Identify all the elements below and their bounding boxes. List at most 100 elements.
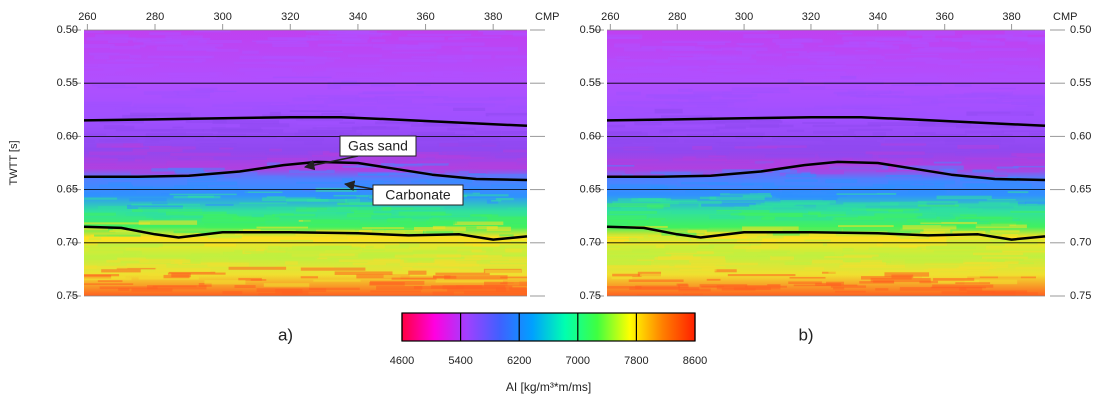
seismic-texture xyxy=(810,170,844,175)
seismic-texture xyxy=(884,53,939,56)
seismic-texture xyxy=(715,74,774,79)
seismic-texture xyxy=(309,287,360,290)
seismic-texture xyxy=(447,127,476,131)
seismic-texture xyxy=(395,44,442,49)
seismic-texture xyxy=(615,56,630,59)
seismic-texture xyxy=(84,266,128,269)
seismic-texture xyxy=(987,198,1016,201)
seismic-texture xyxy=(787,79,804,84)
horizon-line xyxy=(83,225,528,241)
seismic-texture xyxy=(394,161,418,164)
seismic-texture xyxy=(326,206,383,211)
seismic-texture xyxy=(174,170,205,174)
seismic-texture xyxy=(391,277,437,280)
seismic-texture xyxy=(1017,201,1045,205)
seismic-texture xyxy=(679,73,724,77)
seismic-texture xyxy=(1016,101,1045,106)
seismic-texture xyxy=(915,82,942,86)
seismic-texture xyxy=(109,45,141,50)
seismic-texture xyxy=(351,244,366,248)
seismic-texture xyxy=(842,252,889,256)
seismic-texture xyxy=(1004,30,1045,35)
seismic-texture xyxy=(641,45,696,49)
seismic-texture xyxy=(159,295,206,296)
seismic-texture xyxy=(941,291,996,294)
seismic-texture xyxy=(266,162,281,166)
y-tick-label: 0.75 xyxy=(57,290,78,302)
seismic-texture xyxy=(643,166,654,170)
seismic-texture xyxy=(116,267,157,270)
y-tick-label: 0.50 xyxy=(57,24,78,36)
seismic-texture xyxy=(611,162,634,165)
seismic-texture xyxy=(107,253,136,257)
seismic-texture xyxy=(313,279,361,282)
seismic-texture xyxy=(1013,205,1045,209)
seismic-texture xyxy=(930,133,967,136)
seismic-texture xyxy=(380,32,392,36)
seismic-texture xyxy=(498,70,527,73)
seismic-texture xyxy=(826,281,844,286)
seismic-texture xyxy=(130,186,194,191)
seismic-texture xyxy=(902,210,930,213)
seismic-texture xyxy=(207,262,250,267)
seismic-texture xyxy=(822,139,878,142)
seismic-texture xyxy=(939,216,956,220)
seismic-texture xyxy=(165,35,203,40)
seismic-texture xyxy=(145,255,202,260)
seismic-texture xyxy=(609,79,643,83)
seismic-texture xyxy=(258,292,298,296)
seismic-texture xyxy=(687,229,707,233)
seismic-texture xyxy=(1010,110,1035,115)
seismic-texture xyxy=(926,245,986,250)
seismic-texture xyxy=(787,195,847,197)
seismic-texture xyxy=(725,161,792,164)
seismic-texture xyxy=(865,41,928,45)
seismic-texture xyxy=(770,73,826,77)
seismic-texture xyxy=(1021,151,1045,155)
seismic-texture xyxy=(825,85,886,90)
seismic-texture xyxy=(788,281,822,284)
seismic-texture xyxy=(209,71,223,76)
seismic-texture xyxy=(944,139,979,142)
seismic-texture xyxy=(469,186,482,191)
seismic-texture xyxy=(973,72,1009,76)
seismic-texture xyxy=(362,227,405,229)
seismic-texture xyxy=(643,236,702,239)
seismic-texture xyxy=(118,288,130,291)
seismic-texture xyxy=(418,42,485,46)
seismic-texture xyxy=(329,43,355,46)
seismic-texture xyxy=(902,39,940,43)
seismic-texture xyxy=(155,268,211,273)
seismic-texture xyxy=(435,155,471,160)
seismic-texture xyxy=(751,191,793,196)
seismic-texture xyxy=(486,249,506,253)
seismic-texture xyxy=(834,290,866,293)
seismic-texture xyxy=(637,259,655,262)
seismic-texture xyxy=(398,211,446,216)
seismic-texture xyxy=(326,236,353,241)
seismic-texture xyxy=(714,245,779,250)
seismic-texture xyxy=(607,215,647,220)
seismic-texture xyxy=(433,73,484,78)
seismic-texture xyxy=(715,126,746,130)
x-tick-label: 360 xyxy=(416,11,434,23)
seismic-texture xyxy=(813,130,855,134)
seismic-texture xyxy=(872,184,911,187)
seismic-texture xyxy=(84,255,131,260)
seismic-texture xyxy=(688,99,747,103)
seismic-texture xyxy=(299,169,327,171)
seismic-texture xyxy=(166,160,220,164)
seismic-texture xyxy=(84,212,116,216)
seismic-texture xyxy=(784,261,812,266)
seismic-texture xyxy=(324,100,360,104)
seismic-texture xyxy=(187,178,217,181)
seismic-texture xyxy=(964,130,1005,134)
seismic-texture xyxy=(924,262,992,265)
seismic-texture xyxy=(431,215,482,218)
seismic-texture xyxy=(486,226,512,232)
seismic-texture xyxy=(611,276,633,280)
seismic-texture xyxy=(367,261,423,264)
seismic-texture xyxy=(779,117,801,121)
seismic-texture xyxy=(252,40,298,42)
seismic-texture xyxy=(802,122,836,124)
